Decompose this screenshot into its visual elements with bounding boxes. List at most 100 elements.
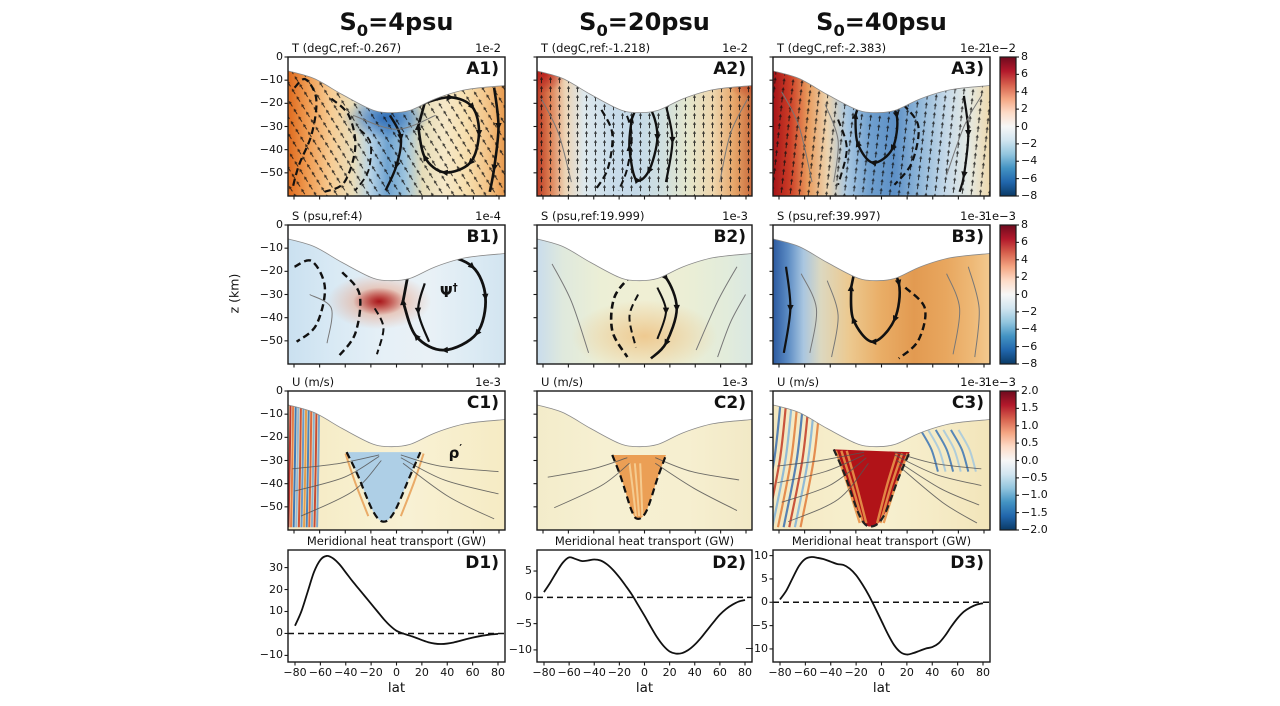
y-tick-label: −5 — [515, 616, 532, 630]
z-tick-label: 0 — [276, 384, 283, 397]
annotation-B1: Ψ† — [440, 283, 458, 301]
colorbar-tick-label: 0.0 — [1021, 453, 1039, 467]
scale-offset-C1: 1e-3 — [475, 375, 501, 389]
lat-tick-label: 20 — [662, 666, 677, 679]
panel-title-B3: S (psu,ref:39.997) — [777, 209, 881, 223]
colorbar-tick-label: −1.0 — [1021, 488, 1048, 502]
panel-title-D1: Meridional heat transport (GW) — [306, 534, 487, 548]
y-tick-label: 10 — [269, 604, 283, 618]
scale-offset-B3: 1e-3 — [960, 209, 986, 223]
lat-tick-label: −60 — [308, 666, 332, 679]
colorbar-tick-label: −2.0 — [1021, 523, 1048, 536]
panel-A3 — [769, 56, 991, 200]
colorbar-tick-label: 8 — [1021, 50, 1028, 63]
z-tick-label: −10 — [259, 241, 283, 255]
panel-title-D3: Meridional heat transport (GW) — [791, 534, 972, 548]
scale-offset-A1: 1e-2 — [475, 41, 501, 55]
lat-tick-label: −80 — [768, 666, 792, 679]
panel-label-D2: D2) — [712, 553, 746, 573]
annotation-sup: ′ — [459, 443, 463, 455]
colorbar-tick-label: 6 — [1021, 235, 1028, 249]
colorbar-tick-label: 0 — [1021, 119, 1028, 133]
lat-tick-label: 40 — [687, 666, 702, 679]
colorbar-tick-label: −1.5 — [1021, 505, 1048, 519]
panel-label-A2: A2) — [713, 59, 746, 79]
lat-tick-label: 60 — [950, 666, 965, 679]
lat-tick-label: −40 — [582, 666, 606, 679]
z-tick-label: −10 — [259, 73, 283, 87]
column-title-pre: S — [339, 8, 357, 36]
scale-offset-A3: 1e-2 — [960, 41, 986, 55]
lat-tick-label: 0 — [393, 666, 400, 679]
column-title-sub: 0 — [356, 20, 369, 40]
panel-A2 — [533, 56, 753, 200]
lat-tick-label: 80 — [738, 666, 752, 679]
lat-tick-label: 40 — [440, 666, 455, 679]
annotation-sup: † — [452, 283, 458, 295]
colorbar-tick-label: 0 — [1021, 287, 1028, 301]
panel-C2 — [533, 390, 753, 534]
colorbar-tick-label: −2 — [1021, 304, 1038, 318]
z-tick-label: −20 — [259, 430, 283, 444]
z-axis-label: z (km) — [226, 273, 242, 314]
colorbar-tick-label: 0.5 — [1021, 436, 1039, 450]
z-tick-label: −10 — [259, 407, 283, 421]
colorbar-tick-label: 2.0 — [1021, 384, 1039, 397]
y-tick-label: −10 — [259, 648, 283, 662]
z-tick-label: −50 — [259, 333, 283, 347]
colorbar-tick-label: 1.0 — [1021, 418, 1039, 432]
panel-label-D3: D3) — [950, 553, 984, 573]
column-title-post: =40psu — [844, 8, 947, 36]
panel-D2 — [533, 549, 753, 666]
z-tick-label: −40 — [259, 310, 283, 324]
colorbar-U — [999, 390, 1019, 531]
panel-title-A3: T (degC,ref:-2.383) — [777, 41, 887, 55]
y-tick-label: 5 — [525, 564, 532, 578]
column-title-pre: S — [579, 8, 597, 36]
lat-tick-label: −20 — [359, 666, 383, 679]
y-tick-label: 5 — [761, 571, 768, 585]
lat-tick-label: 0 — [641, 666, 648, 679]
panel-D1 — [284, 549, 506, 666]
y-tick-label: 10 — [754, 548, 768, 562]
z-tick-label: −50 — [259, 165, 283, 179]
panel-title-D2: Meridional heat transport (GW) — [554, 534, 735, 548]
colorbar-offset-T: 1e−2 — [984, 41, 1016, 55]
panel-C1 — [284, 390, 506, 534]
lat-tick-label: −20 — [844, 666, 868, 679]
lat-tick-label: 80 — [491, 666, 505, 679]
panel-title-C3: U (m/s) — [777, 375, 820, 389]
colorbar-tick-label: 8 — [1021, 218, 1028, 231]
lat-tick-label: 60 — [712, 666, 727, 679]
panel-label-C2: C2) — [713, 393, 746, 413]
z-tick-label: 0 — [276, 218, 283, 231]
panel-label-B2: B2) — [713, 227, 746, 247]
colorbar-tick-label: −8 — [1021, 189, 1038, 202]
colorbar-tick-label: −4 — [1021, 322, 1038, 336]
x-axis-label-D3: lat — [872, 680, 891, 696]
panel-title-A2: T (degC,ref:-1.218) — [541, 41, 651, 55]
y-tick-label: 20 — [269, 582, 283, 596]
colorbar-tick-label: −4 — [1021, 154, 1038, 168]
column-title-40psu: S0=40psu — [773, 8, 990, 40]
colorbar-tick-label: 2 — [1021, 270, 1028, 284]
lat-tick-label: −40 — [819, 666, 843, 679]
column-title-post: =20psu — [607, 8, 710, 36]
scale-offset-B1: 1e-4 — [475, 209, 501, 223]
y-tick-label: −10 — [744, 641, 768, 655]
x-axis-label-D2: lat — [635, 680, 654, 696]
panel-title-A1: T (degC,ref:-0.267) — [292, 41, 402, 55]
panel-A1 — [284, 56, 506, 200]
panel-label-C1: C1) — [466, 393, 499, 413]
lat-tick-label: 20 — [899, 666, 914, 679]
column-title-sub: 0 — [833, 20, 845, 40]
panel-B1 — [284, 224, 506, 368]
lat-tick-label: −80 — [283, 666, 307, 679]
z-tick-label: −20 — [259, 264, 283, 278]
y-tick-label: 0 — [761, 595, 768, 609]
lat-tick-label: −20 — [607, 666, 631, 679]
panel-label-B3: B3) — [951, 227, 984, 247]
colorbar-T — [999, 56, 1019, 197]
colorbar-tick-label: 4 — [1021, 252, 1028, 266]
